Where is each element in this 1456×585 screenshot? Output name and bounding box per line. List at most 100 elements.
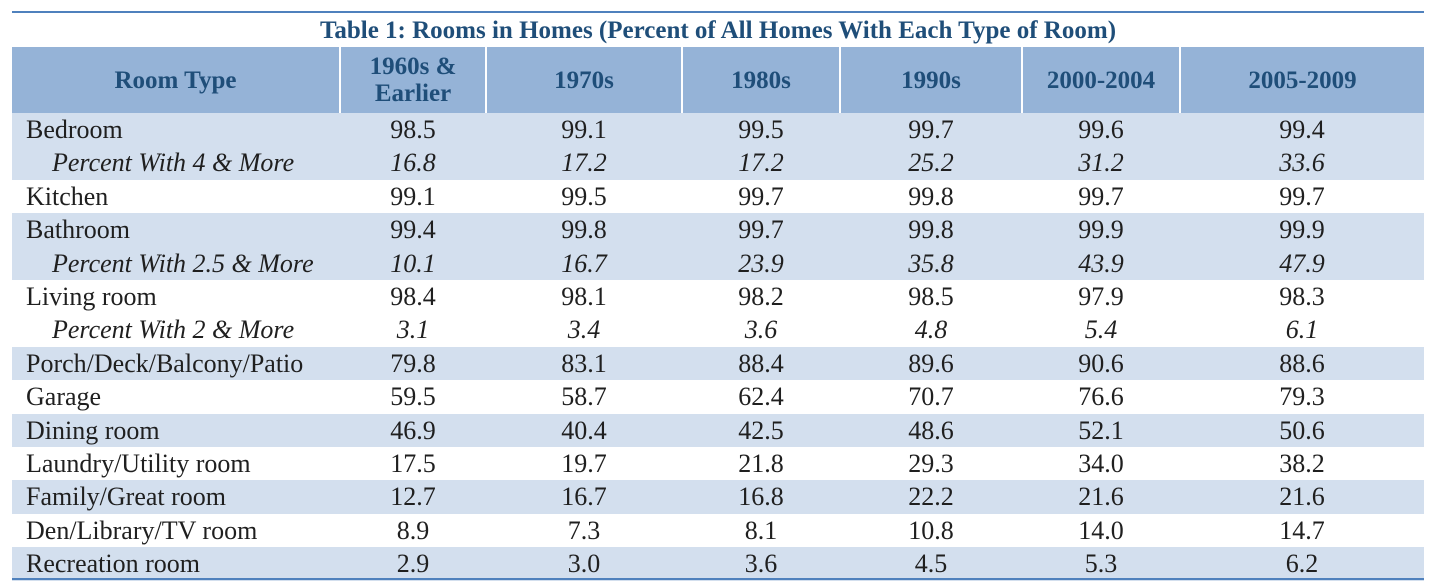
table-cell: 25.2 (840, 146, 1022, 180)
column-header-1960s: 1960s & Earlier (339, 47, 487, 113)
row-label: Laundry/Utility room (12, 447, 340, 481)
table-cell: 3.0 (486, 547, 682, 581)
row-label: Porch/Deck/Balcony/Patio (12, 346, 340, 381)
top-rule (12, 11, 1424, 13)
table-cell: 99.1 (486, 113, 682, 147)
table-cell: 47.9 (1180, 246, 1424, 281)
table-cell: 98.4 (340, 280, 486, 314)
row-label: Garage (12, 380, 340, 414)
table-row: Dining room 46.9 40.4 42.5 48.6 52.1 50.6 (12, 413, 1424, 448)
table-cell: 50.6 (1180, 413, 1424, 448)
row-label: Percent With 4 & More (12, 146, 340, 180)
table-cell: 99.9 (1022, 213, 1180, 247)
table-cell: 14.0 (1022, 513, 1180, 548)
table-cell: 21.6 (1022, 480, 1180, 514)
column-header-1990s: 1990s (839, 47, 1023, 113)
table-cell: 10.1 (340, 246, 486, 281)
table-cell: 17.2 (682, 146, 840, 180)
table-cell: 83.1 (486, 346, 682, 381)
table-cell: 17.2 (486, 146, 682, 180)
header-row: Room Type 1960s & Earlier 1970s 1980s 19… (12, 47, 1424, 113)
table-cell: 12.7 (340, 480, 486, 514)
table-cell: 42.5 (682, 413, 840, 448)
table-cell: 99.8 (840, 213, 1022, 247)
column-header-2000-2004: 2000-2004 (1021, 47, 1181, 113)
table-cell: 58.7 (486, 380, 682, 414)
table-cell: 3.4 (486, 313, 682, 347)
table-row: Bedroom 98.5 99.1 99.5 99.7 99.6 99.4 (12, 113, 1424, 147)
row-label: Recreation room (12, 547, 340, 581)
bottom-rule (12, 578, 1424, 580)
table-cell: 99.4 (1180, 113, 1424, 147)
table-cell: 40.4 (486, 413, 682, 448)
table-cell: 98.1 (486, 280, 682, 314)
table-cell: 52.1 (1022, 413, 1180, 448)
table-cell: 5.4 (1022, 313, 1180, 347)
row-label: Bedroom (12, 113, 340, 147)
table-cell: 8.9 (340, 513, 486, 548)
row-label: Dining room (12, 413, 340, 448)
table-body: Bedroom 98.5 99.1 99.5 99.7 99.6 99.4 Percent W… (12, 113, 1424, 581)
table-cell: 3.6 (682, 313, 840, 347)
table-cell: 98.5 (340, 113, 486, 147)
table-cell: 3.6 (682, 547, 840, 581)
table-row: Living room 98.4 98.1 98.2 98.5 97.9 98.3 (12, 280, 1424, 314)
table-cell: 48.6 (840, 413, 1022, 448)
table-cell: 99.1 (340, 179, 486, 214)
column-header-1970s: 1970s (485, 47, 683, 113)
table-cell: 79.3 (1180, 380, 1424, 414)
row-label: Living room (12, 280, 340, 314)
table-subrow: Percent With 4 & More 16.8 17.2 17.2 25.2 31.… (12, 146, 1424, 180)
table-cell: 62.4 (682, 380, 840, 414)
column-header-1980s: 1980s (681, 47, 841, 113)
row-label: Percent With 2.5 & More (12, 246, 340, 281)
row-label: Percent With 2 & More (12, 313, 340, 347)
table-cell: 90.6 (1022, 346, 1180, 381)
table-subrow: Percent With 2.5 & More 10.1 16.7 23.9 35.8 4… (12, 246, 1424, 281)
table-cell: 8.1 (682, 513, 840, 548)
table-cell: 98.2 (682, 280, 840, 314)
table-row: Garage 59.5 58.7 62.4 70.7 76.6 79.3 (12, 380, 1424, 414)
rooms-table: Room Type 1960s & Earlier 1970s 1980s 19… (12, 47, 1424, 581)
row-label: Den/Library/TV room (12, 513, 340, 548)
table-cell: 43.9 (1022, 246, 1180, 281)
table-cell: 16.7 (486, 246, 682, 281)
table-cell: 98.5 (840, 280, 1022, 314)
row-label: Family/Great room (12, 480, 340, 514)
table-cell: 35.8 (840, 246, 1022, 281)
table-cell: 4.8 (840, 313, 1022, 347)
table-cell: 5.3 (1022, 547, 1180, 581)
table-cell: 6.2 (1180, 547, 1424, 581)
table-cell: 99.7 (682, 213, 840, 247)
table-cell: 10.8 (840, 513, 1022, 548)
table-cell: 17.5 (340, 447, 486, 481)
table-cell: 70.7 (840, 380, 1022, 414)
table-title: Table 1: Rooms in Homes (Percent of All … (319, 17, 1117, 44)
table-cell: 99.5 (682, 113, 840, 147)
table-cell: 59.5 (340, 380, 486, 414)
table-cell: 38.2 (1180, 447, 1424, 481)
table-cell: 99.7 (1022, 179, 1180, 214)
table-figure: Table 1: Rooms in Homes (Percent of All … (12, 11, 1424, 581)
table-cell: 99.6 (1022, 113, 1180, 147)
table-cell: 21.8 (682, 447, 840, 481)
table-row: Den/Library/TV room 8.9 7.3 8.1 10.8 14.0 14.7 (12, 513, 1424, 548)
table-cell: 99.7 (682, 179, 840, 214)
table-cell: 97.9 (1022, 280, 1180, 314)
table-cell: 4.5 (840, 547, 1022, 581)
row-label: Kitchen (12, 179, 340, 214)
table-cell: 88.6 (1180, 346, 1424, 381)
table-cell: 29.3 (840, 447, 1022, 481)
table-cell: 99.7 (840, 113, 1022, 147)
table-cell: 3.1 (340, 313, 486, 347)
table-cell: 79.8 (340, 346, 486, 381)
table-cell: 23.9 (682, 246, 840, 281)
table-cell: 16.8 (340, 146, 486, 180)
table-cell: 99.4 (340, 213, 486, 247)
table-cell: 46.9 (340, 413, 486, 448)
table-row: Recreation room 2.9 3.0 3.6 4.5 5.3 6.2 (12, 547, 1424, 581)
table-row: Bathroom 99.4 99.8 99.7 99.8 99.9 99.9 (12, 213, 1424, 247)
table-cell: 31.2 (1022, 146, 1180, 180)
table-cell: 6.1 (1180, 313, 1424, 347)
row-label: Bathroom (12, 213, 340, 247)
